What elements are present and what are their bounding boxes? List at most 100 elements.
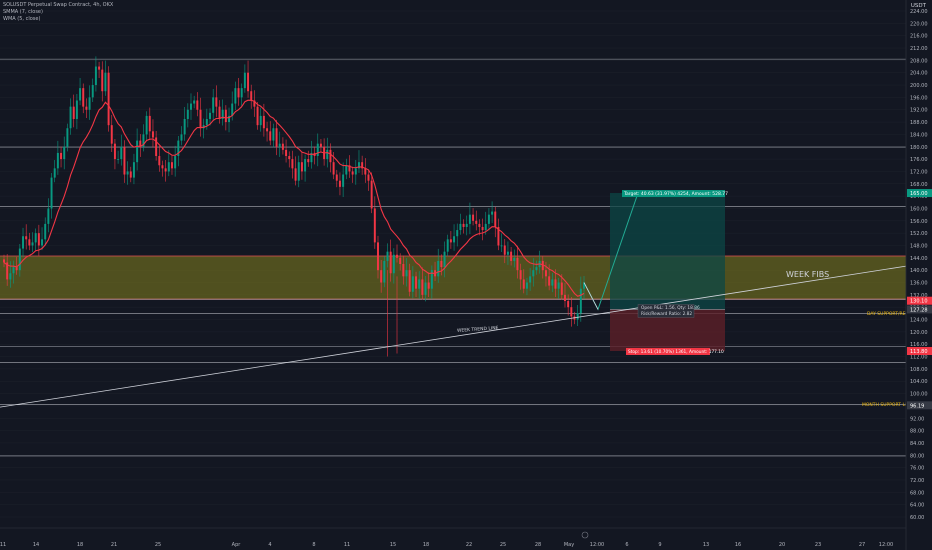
candle-body [383,260,386,283]
candle-body [348,165,351,172]
candle-body [148,115,151,132]
candle-body [396,254,398,258]
candle-body [440,260,443,268]
price-tag-text: 130.10 [910,299,928,305]
candle-body [288,156,291,160]
candle-body [307,159,310,163]
y-tick-label: 148.00 [910,243,928,249]
candle-body [123,146,126,175]
candle-body [332,162,335,175]
x-tick-label: 14 [33,542,39,548]
candle-body [180,134,183,141]
candle-body [177,140,180,157]
candle-body [250,91,253,101]
candle-body [300,162,303,172]
candle-body [158,156,161,166]
candle-body [98,66,101,70]
smma-legend: SMMA (7, close) [3,9,43,15]
candle-body [345,165,348,175]
stop-label-box [626,348,710,356]
x-tick-label: 25 [155,542,161,548]
candle-body [196,100,199,110]
y-tick-label: 212.00 [910,46,928,52]
x-tick-label: 11 [344,542,350,548]
candles-group [3,56,585,327]
candle-body [338,180,341,187]
stop-label: Stop: 13.61 (10.70%) 1361, Amount: 177.1… [628,349,724,355]
candle-body [237,88,240,98]
candle-body [522,279,525,289]
candle-body [583,282,585,289]
candle-body [576,313,579,320]
entry-label-pnl: Open P&L: 1.56, Qty: 18.86 [641,305,700,311]
y-tick-label: 176.00 [910,157,928,163]
candle-body [269,131,272,141]
candle-body [497,226,500,246]
candle-body [491,211,494,215]
candle-body [41,239,44,246]
wma-legend: WMA (5, close) [3,16,41,22]
candle-body [525,282,528,289]
week-fibs-label: WEEK FIBS [786,270,829,279]
candle-body [256,106,259,126]
candle-body [285,149,288,157]
x-tick-label: 18 [77,542,83,548]
candle-body [335,174,338,181]
candle-body [297,162,300,181]
candle-body [386,251,389,261]
price-tag-text: 96.19 [910,403,924,409]
y-tick-label: 76.00 [910,466,924,472]
candle-body [411,276,414,292]
y-tick-label: 60.00 [910,515,924,521]
y-tick-label: 100.00 [910,392,928,398]
y-tick-label: 188.00 [910,120,928,126]
candle-body [193,100,196,104]
candle-body [120,146,123,160]
x-tick-label: 25 [500,542,506,548]
candle-body [31,242,34,246]
candle-body [402,264,405,277]
candle-body [113,143,116,160]
price-axis-bg [906,0,932,550]
x-tick-label: 18 [423,542,429,548]
candle-body [50,177,53,209]
entry-label-rr: Risk/Reward Ratio: 2.82 [641,311,692,317]
candle-body [139,140,142,147]
candle-body [126,171,129,175]
candle-body [66,128,69,147]
candle-body [370,180,373,209]
candle-body [183,118,186,135]
candle-body [6,262,9,280]
candle-body [453,236,456,243]
candle-body [15,267,18,271]
candle-body [326,149,329,160]
candle-body [243,72,246,89]
y-tick-label: 80.00 [910,453,924,459]
candle-body [554,279,557,289]
candle-body [281,143,284,150]
candle-body [418,279,421,289]
candle-body [304,159,307,172]
x-tick-label: Apr [232,542,242,548]
x-tick-label: 12:00 [590,542,604,548]
y-tick-label: 84.00 [910,441,924,447]
candle-body [570,307,573,317]
candle-body [56,152,59,169]
candle-body [234,88,237,104]
x-tick-label: 27 [859,542,865,548]
candle-body [186,109,189,119]
candle-body [63,146,66,160]
candle-body [380,270,383,283]
candle-body [351,171,354,175]
candle-body [145,115,148,135]
candle-body [136,140,139,163]
candle-body [560,282,563,295]
price-tag [907,296,932,305]
candle-body [389,251,392,274]
candle-body [494,211,497,227]
candle-body [408,270,411,292]
profit-zone [610,193,725,310]
candle-body [399,257,402,264]
y-tick-label: 200.00 [910,83,928,89]
